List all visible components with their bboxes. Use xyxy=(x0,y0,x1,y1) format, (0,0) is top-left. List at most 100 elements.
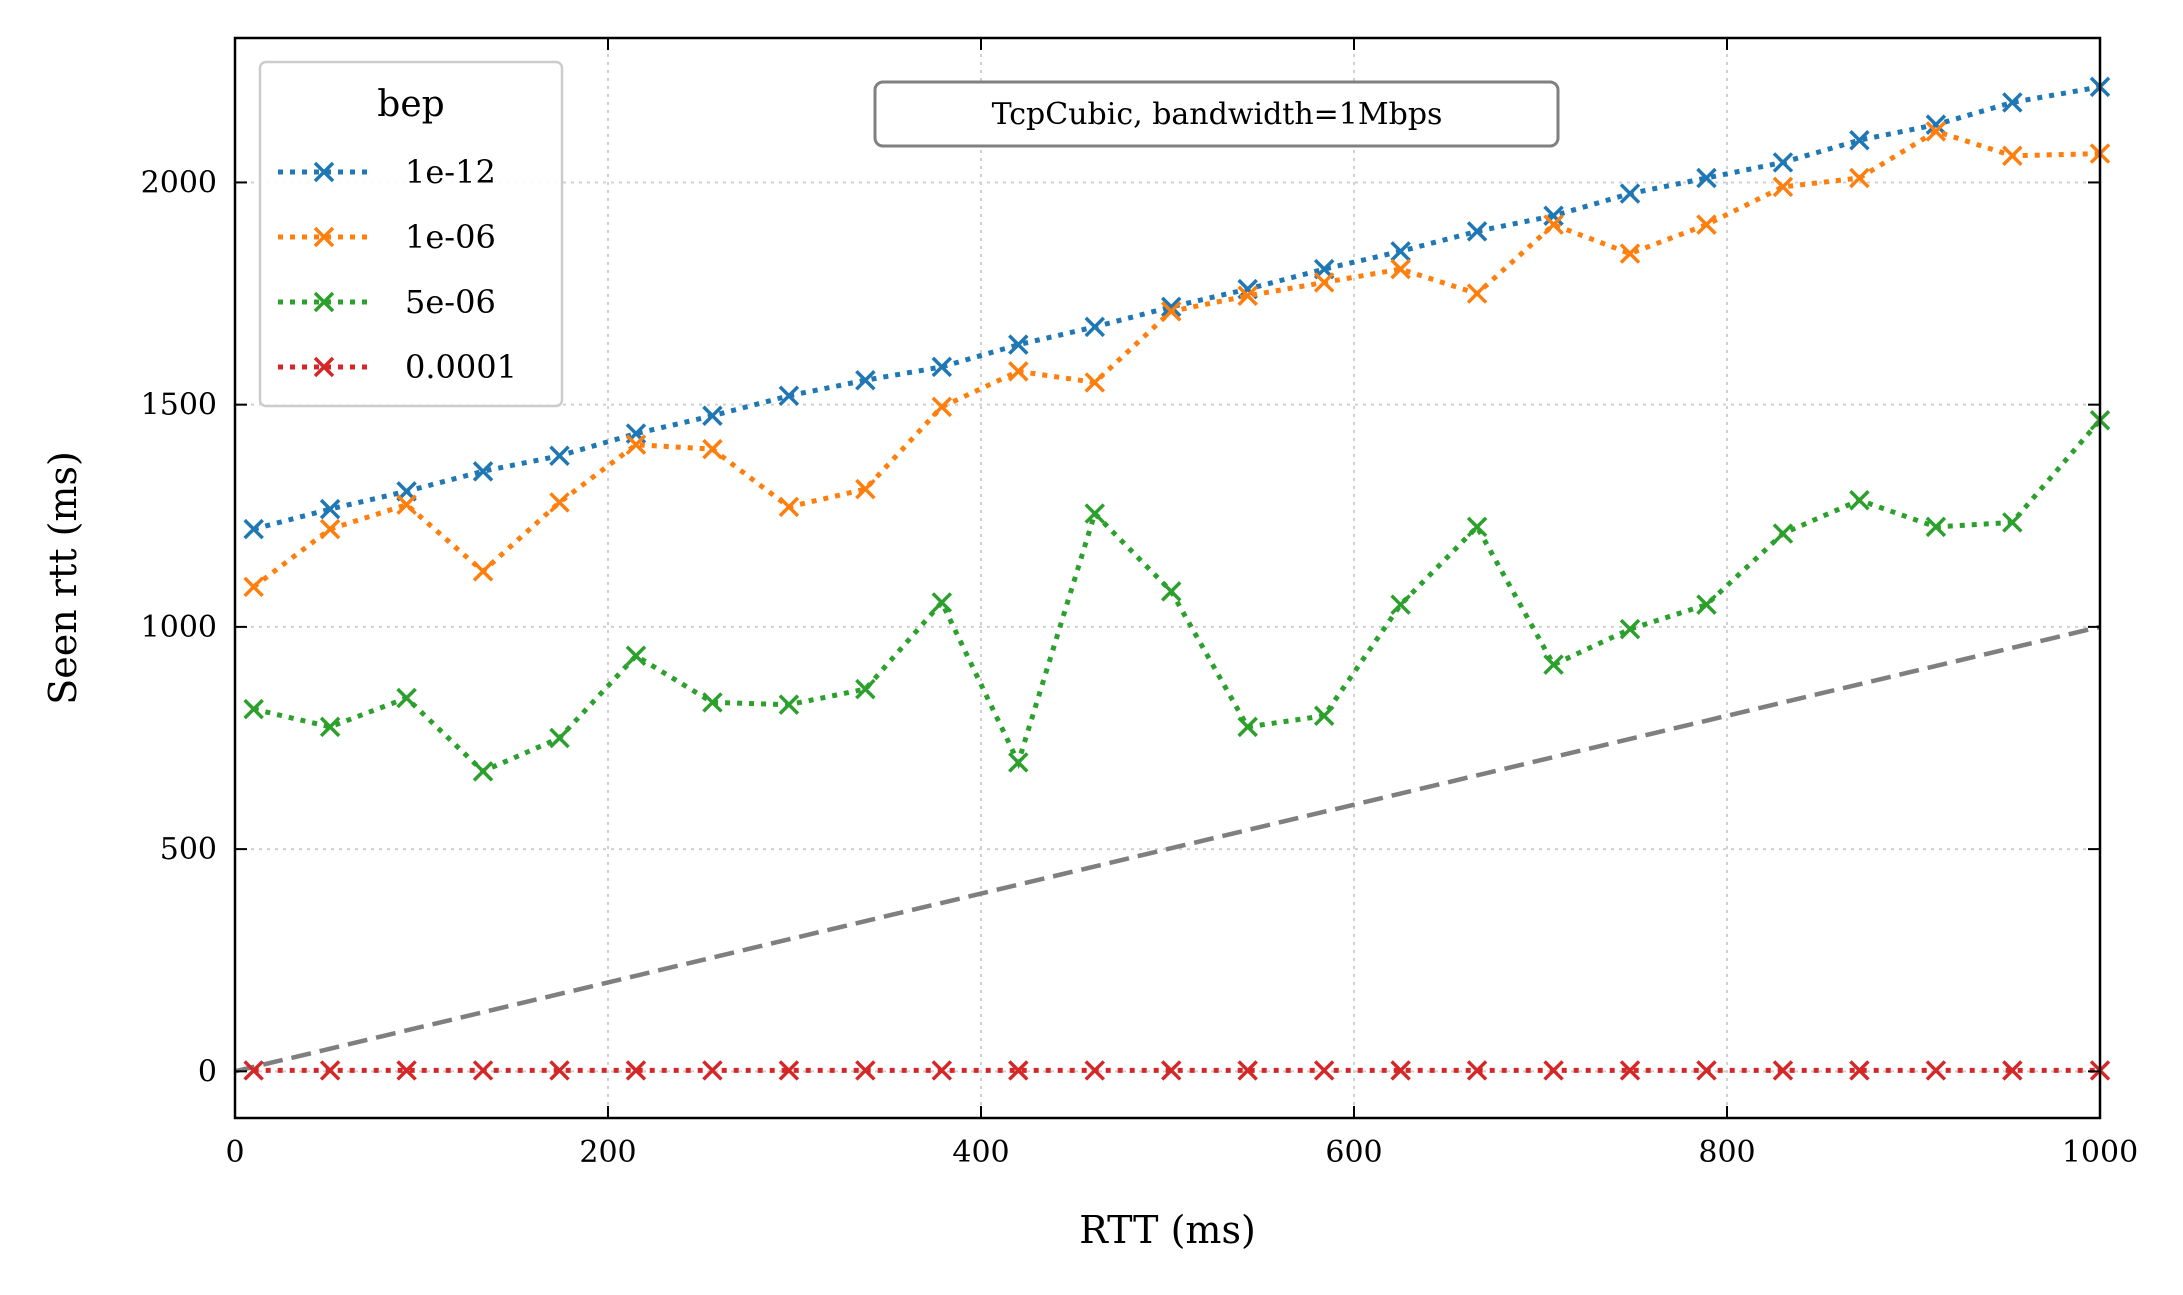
legend-marker xyxy=(313,226,335,248)
data-point xyxy=(319,1060,341,1081)
reference-line xyxy=(234,624,2101,1074)
data-point xyxy=(1466,221,1488,242)
data-point xyxy=(1849,129,1870,151)
data-point xyxy=(1619,243,1641,264)
data-point xyxy=(1008,1060,1029,1081)
data-point xyxy=(1543,214,1564,235)
data-point xyxy=(1696,1060,1717,1081)
x-tick-label: 800 xyxy=(1698,1135,1755,1170)
data-point xyxy=(1160,1060,1182,1081)
data-point xyxy=(778,496,800,518)
data-point xyxy=(1390,594,1411,615)
data-point xyxy=(702,692,723,713)
data-point xyxy=(1466,283,1488,304)
axis-ticks: 0 200 400 600 800 1000 0 500 1000 1500 2000 xyxy=(141,38,2138,1170)
data-point xyxy=(1160,301,1182,322)
y-axis-label: Seen rtt (ms) xyxy=(41,451,85,705)
y-tick-label: 0 xyxy=(198,1054,217,1089)
data-point xyxy=(1543,654,1564,675)
series-2 xyxy=(243,409,2111,782)
data-point xyxy=(1925,121,1947,142)
data-point xyxy=(778,1060,800,1081)
x-axis-label: RTT (ms) xyxy=(1079,1208,1256,1252)
legend-marker xyxy=(313,161,335,183)
y-tick-label: 1500 xyxy=(141,388,217,423)
legend-item: 0.0001 xyxy=(278,348,517,386)
data-point xyxy=(319,716,341,738)
data-point xyxy=(1849,489,1870,511)
data-point xyxy=(549,1060,570,1081)
series-layer xyxy=(243,76,2111,1081)
data-point xyxy=(243,1060,264,1081)
data-point xyxy=(1619,183,1641,204)
data-point xyxy=(1084,503,1106,524)
data-point xyxy=(1313,1060,1335,1081)
data-point xyxy=(1390,1060,1411,1081)
data-point xyxy=(702,438,723,460)
x-tick-label: 200 xyxy=(579,1135,636,1170)
x-tick-label: 400 xyxy=(952,1135,1009,1170)
data-point xyxy=(549,492,570,513)
annotation-box: TcpCubic, bandwidth=1Mbps xyxy=(873,80,1560,148)
data-point xyxy=(1772,523,1794,544)
data-point xyxy=(1543,205,1564,227)
data-point xyxy=(472,561,494,582)
data-point xyxy=(472,1060,494,1081)
data-point xyxy=(396,687,417,709)
data-point xyxy=(1160,296,1182,318)
data-point xyxy=(1772,1060,1794,1081)
data-point xyxy=(778,385,800,407)
data-point xyxy=(1313,705,1335,727)
data-point xyxy=(1696,214,1717,235)
data-point xyxy=(319,498,341,520)
data-point xyxy=(778,694,800,715)
legend: bep 1e-12 1e-06 5e-06 0.0001 xyxy=(258,60,564,408)
data-point xyxy=(396,494,417,515)
data-point xyxy=(1772,152,1794,173)
data-point xyxy=(1925,1060,1947,1081)
data-point xyxy=(549,727,570,749)
legend-item: 1e-12 xyxy=(278,153,496,191)
plot-frame xyxy=(233,36,2102,1120)
data-point xyxy=(243,698,264,720)
data-point xyxy=(1466,516,1488,538)
data-point xyxy=(396,1060,417,1081)
data-point xyxy=(1008,752,1029,773)
data-point xyxy=(931,396,953,418)
data-point xyxy=(1084,372,1106,393)
legend-label: 5e-06 xyxy=(405,283,496,321)
data-point xyxy=(2002,92,2023,113)
legend-item: 1e-06 xyxy=(278,218,496,256)
data-point xyxy=(931,1060,953,1081)
data-point xyxy=(625,1060,647,1081)
x-tick-label: 1000 xyxy=(2062,1135,2138,1170)
data-point xyxy=(702,405,723,427)
data-point xyxy=(1466,1060,1488,1081)
data-point xyxy=(1237,1060,1258,1081)
data-point xyxy=(1696,167,1717,189)
data-point xyxy=(625,434,647,455)
data-point xyxy=(1925,114,1947,135)
data-point xyxy=(243,518,264,540)
data-point xyxy=(1008,334,1029,355)
data-point xyxy=(2002,512,2023,533)
data-point xyxy=(855,478,876,500)
data-point xyxy=(1390,258,1411,280)
data-point xyxy=(1008,361,1029,382)
data-point xyxy=(1313,272,1335,293)
data-point xyxy=(1237,285,1258,307)
data-point xyxy=(1925,516,1947,538)
data-point xyxy=(1390,241,1411,262)
data-point xyxy=(702,1060,723,1081)
series-3 xyxy=(243,1060,2111,1081)
data-point xyxy=(855,1060,876,1081)
legend-marker xyxy=(313,291,335,313)
y-tick-label: 1000 xyxy=(141,610,217,645)
annotation-text: TcpCubic, bandwidth=1Mbps xyxy=(992,97,1443,132)
data-point xyxy=(855,369,876,391)
legend-title: bep xyxy=(377,84,444,125)
data-point xyxy=(1849,167,1870,189)
data-point xyxy=(1084,316,1106,338)
x-tick-label: 0 xyxy=(225,1135,244,1170)
